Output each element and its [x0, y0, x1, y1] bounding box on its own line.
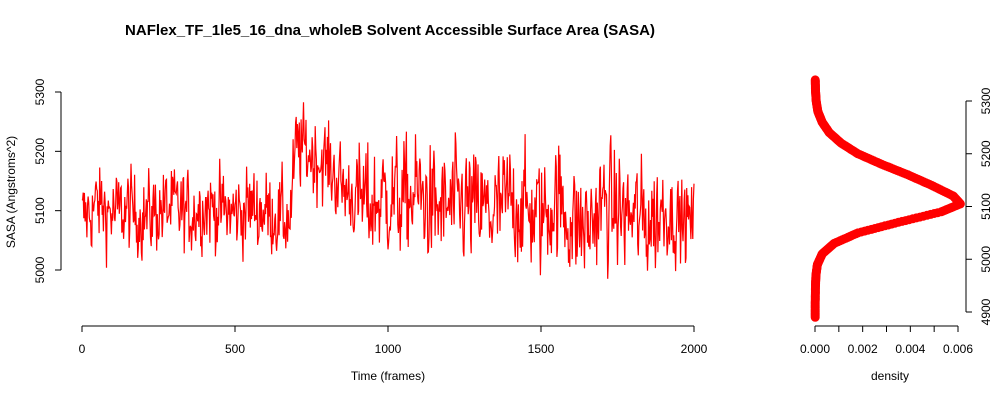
density-y-tick-label: 4900 [979, 298, 993, 325]
y-tick-label: 5100 [33, 197, 47, 224]
x-tick-label: 0 [79, 342, 86, 356]
x-tick-label: 2000 [681, 342, 708, 356]
y-tick-label: 5000 [33, 256, 47, 283]
x-ticks: 0 500 1000 1500 2000 [79, 326, 708, 356]
density-y-tick-label: 5000 [979, 246, 993, 273]
time-series-panel: 0 500 1000 1500 2000 5000 5100 5200 5300 Time (… [4, 78, 708, 383]
x-tick-label: 1000 [375, 342, 402, 356]
density-y-tick-label: 5300 [979, 87, 993, 114]
density-x-ticks: 0.000 0.002 0.004 0.006 [800, 326, 973, 356]
density-x-tick-label: 0.000 [800, 342, 830, 356]
density-point [810, 75, 820, 85]
density-x-tick-label: 0.002 [848, 342, 878, 356]
y-ticks: 5000 5100 5200 5300 [33, 78, 61, 283]
y-axis-label: SASA (Angstroms^2) [4, 136, 18, 248]
y-tick-label: 5200 [33, 138, 47, 165]
x-tick-label: 500 [225, 342, 245, 356]
sasa-series-line [81, 102, 695, 279]
density-y-tick-label: 5100 [979, 193, 993, 220]
density-x-tick-label: 0.004 [895, 342, 925, 356]
density-x-tick-label: 0.006 [943, 342, 973, 356]
density-panel: 0.000 0.002 0.004 0.006 4900 5000 5100 5200 530… [800, 75, 993, 383]
density-points [810, 75, 965, 322]
x-tick-label: 1500 [528, 342, 555, 356]
chart-title: NAFlex_TF_1le5_16_dna_wholeB Solvent Acc… [125, 22, 655, 39]
density-x-axis-label: density [871, 369, 909, 383]
x-axis-label: Time (frames) [351, 369, 425, 383]
y-tick-label: 5300 [33, 78, 47, 105]
density-y-ticks: 4900 5000 5100 5200 5300 [966, 87, 993, 325]
density-y-tick-label: 5200 [979, 140, 993, 167]
